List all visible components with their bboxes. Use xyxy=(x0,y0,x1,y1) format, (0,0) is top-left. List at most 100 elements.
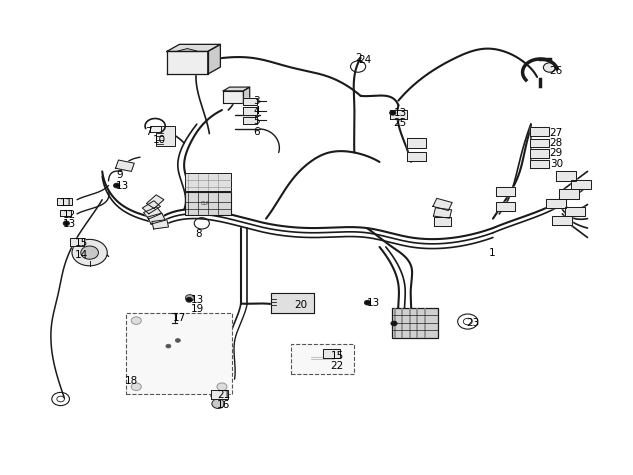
Text: 26: 26 xyxy=(549,66,563,76)
Text: 29: 29 xyxy=(549,149,563,159)
Circle shape xyxy=(131,317,141,324)
Text: 5: 5 xyxy=(253,116,260,126)
Text: 30: 30 xyxy=(549,159,563,169)
Text: 8: 8 xyxy=(196,229,202,239)
Circle shape xyxy=(166,344,171,348)
Text: 19: 19 xyxy=(191,304,204,314)
Polygon shape xyxy=(116,160,134,171)
Polygon shape xyxy=(60,209,72,216)
Polygon shape xyxy=(57,198,72,205)
Text: 25: 25 xyxy=(393,118,406,128)
Text: 6: 6 xyxy=(253,127,260,137)
Polygon shape xyxy=(147,213,165,224)
Circle shape xyxy=(391,321,397,326)
Polygon shape xyxy=(167,51,208,74)
Text: 4: 4 xyxy=(253,106,260,116)
Text: 13: 13 xyxy=(116,180,129,190)
Text: 16: 16 xyxy=(217,399,230,409)
Polygon shape xyxy=(433,199,452,210)
Text: 9: 9 xyxy=(116,170,123,180)
FancyBboxPatch shape xyxy=(156,126,175,146)
Polygon shape xyxy=(565,207,585,216)
Circle shape xyxy=(211,394,216,398)
Text: 1: 1 xyxy=(489,247,496,257)
Circle shape xyxy=(389,111,396,115)
Text: 22: 22 xyxy=(330,361,344,371)
Text: 7: 7 xyxy=(145,127,152,137)
Circle shape xyxy=(185,294,194,301)
Polygon shape xyxy=(244,107,257,115)
Polygon shape xyxy=(223,91,244,103)
Polygon shape xyxy=(556,171,576,181)
Circle shape xyxy=(81,246,99,259)
Polygon shape xyxy=(244,116,257,124)
Circle shape xyxy=(113,183,120,188)
Polygon shape xyxy=(271,293,314,313)
Circle shape xyxy=(72,239,107,266)
Text: 24: 24 xyxy=(358,55,372,65)
Circle shape xyxy=(223,394,229,398)
Polygon shape xyxy=(323,349,341,359)
Polygon shape xyxy=(552,216,572,225)
Text: 10: 10 xyxy=(153,135,166,145)
Text: 23: 23 xyxy=(467,318,480,328)
Circle shape xyxy=(131,383,141,390)
Text: 28: 28 xyxy=(549,138,563,148)
Text: 21: 21 xyxy=(217,390,230,400)
Polygon shape xyxy=(146,195,164,209)
Polygon shape xyxy=(211,390,229,399)
Text: 20: 20 xyxy=(294,301,307,311)
Text: 2: 2 xyxy=(356,53,362,63)
Polygon shape xyxy=(434,217,451,226)
Polygon shape xyxy=(496,187,515,196)
Polygon shape xyxy=(406,138,425,148)
Circle shape xyxy=(365,300,371,305)
Polygon shape xyxy=(142,201,160,214)
Circle shape xyxy=(175,339,180,342)
Text: 14: 14 xyxy=(75,249,88,259)
Polygon shape xyxy=(389,110,407,119)
Polygon shape xyxy=(152,219,168,229)
Circle shape xyxy=(543,63,556,72)
FancyBboxPatch shape xyxy=(185,192,231,215)
Text: 12: 12 xyxy=(63,210,77,220)
Polygon shape xyxy=(530,149,549,158)
Circle shape xyxy=(63,221,70,226)
Circle shape xyxy=(217,394,222,398)
Text: 13: 13 xyxy=(191,295,204,305)
Text: 18: 18 xyxy=(125,376,138,386)
Text: CLP: CLP xyxy=(201,201,210,207)
Text: 27: 27 xyxy=(549,128,563,138)
Polygon shape xyxy=(434,208,451,218)
Polygon shape xyxy=(208,44,220,74)
Text: 11: 11 xyxy=(60,198,73,208)
Text: 17: 17 xyxy=(173,313,186,323)
Text: 15: 15 xyxy=(75,238,88,248)
Polygon shape xyxy=(546,199,566,208)
Text: 13: 13 xyxy=(393,108,406,118)
Text: 3: 3 xyxy=(253,95,260,105)
Polygon shape xyxy=(496,201,515,211)
Polygon shape xyxy=(150,125,161,132)
Polygon shape xyxy=(244,87,249,103)
Polygon shape xyxy=(70,238,84,246)
Polygon shape xyxy=(167,44,220,51)
Circle shape xyxy=(186,297,192,302)
Polygon shape xyxy=(223,87,249,91)
FancyBboxPatch shape xyxy=(126,313,232,394)
Circle shape xyxy=(217,383,227,390)
Polygon shape xyxy=(530,139,549,147)
Text: 13: 13 xyxy=(367,298,380,308)
Text: 15: 15 xyxy=(330,351,344,361)
Polygon shape xyxy=(244,98,257,105)
Polygon shape xyxy=(530,127,549,136)
FancyBboxPatch shape xyxy=(392,308,437,338)
Circle shape xyxy=(212,399,225,408)
Polygon shape xyxy=(406,152,425,161)
Polygon shape xyxy=(530,160,549,168)
Polygon shape xyxy=(571,180,591,190)
Text: 13: 13 xyxy=(63,219,77,229)
Polygon shape xyxy=(558,190,579,199)
Polygon shape xyxy=(144,207,161,219)
FancyBboxPatch shape xyxy=(185,173,231,191)
